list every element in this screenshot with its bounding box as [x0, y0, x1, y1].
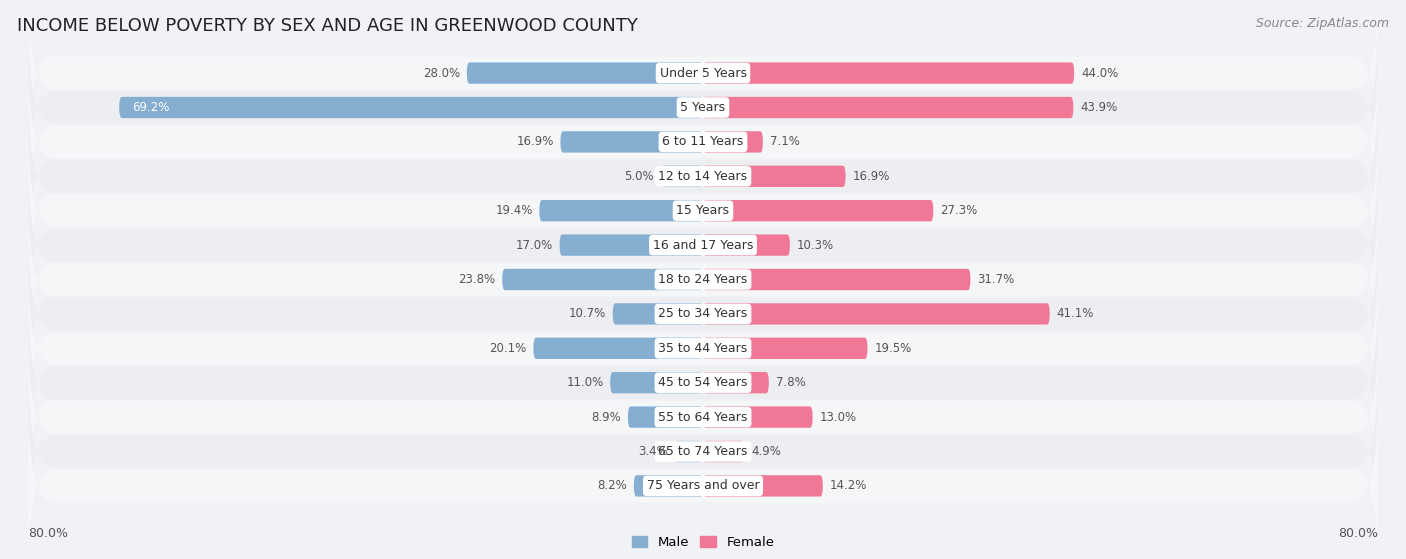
Text: 19.4%: 19.4% — [495, 204, 533, 217]
Text: 3.4%: 3.4% — [638, 445, 668, 458]
Text: Source: ZipAtlas.com: Source: ZipAtlas.com — [1256, 17, 1389, 30]
Text: 65 to 74 Years: 65 to 74 Years — [658, 445, 748, 458]
Text: 4.9%: 4.9% — [751, 445, 780, 458]
FancyBboxPatch shape — [28, 330, 1378, 504]
Text: 25 to 34 Years: 25 to 34 Years — [658, 307, 748, 320]
Text: 7.1%: 7.1% — [769, 135, 800, 148]
Text: 80.0%: 80.0% — [1339, 527, 1378, 540]
FancyBboxPatch shape — [560, 234, 703, 256]
FancyBboxPatch shape — [703, 234, 790, 256]
Text: 11.0%: 11.0% — [567, 376, 603, 389]
Text: 43.9%: 43.9% — [1080, 101, 1118, 114]
FancyBboxPatch shape — [28, 296, 1378, 470]
FancyBboxPatch shape — [502, 269, 703, 290]
Text: 17.0%: 17.0% — [516, 239, 553, 252]
Text: INCOME BELOW POVERTY BY SEX AND AGE IN GREENWOOD COUNTY: INCOME BELOW POVERTY BY SEX AND AGE IN G… — [17, 17, 638, 35]
FancyBboxPatch shape — [28, 0, 1378, 160]
Text: 10.7%: 10.7% — [569, 307, 606, 320]
FancyBboxPatch shape — [28, 399, 1378, 559]
Text: 16.9%: 16.9% — [516, 135, 554, 148]
Text: 18 to 24 Years: 18 to 24 Years — [658, 273, 748, 286]
Text: 69.2%: 69.2% — [132, 101, 169, 114]
FancyBboxPatch shape — [533, 338, 703, 359]
FancyBboxPatch shape — [28, 365, 1378, 538]
FancyBboxPatch shape — [703, 475, 823, 496]
FancyBboxPatch shape — [703, 269, 970, 290]
FancyBboxPatch shape — [28, 158, 1378, 332]
FancyBboxPatch shape — [613, 303, 703, 325]
FancyBboxPatch shape — [561, 131, 703, 153]
FancyBboxPatch shape — [703, 441, 744, 462]
FancyBboxPatch shape — [610, 372, 703, 394]
Text: 5.0%: 5.0% — [624, 170, 654, 183]
FancyBboxPatch shape — [120, 97, 703, 118]
FancyBboxPatch shape — [703, 131, 763, 153]
FancyBboxPatch shape — [628, 406, 703, 428]
Text: 55 to 64 Years: 55 to 64 Years — [658, 411, 748, 424]
FancyBboxPatch shape — [703, 97, 1073, 118]
Text: 12 to 14 Years: 12 to 14 Years — [658, 170, 748, 183]
FancyBboxPatch shape — [28, 21, 1378, 194]
FancyBboxPatch shape — [703, 372, 769, 394]
Text: 6 to 11 Years: 6 to 11 Years — [662, 135, 744, 148]
Text: 31.7%: 31.7% — [977, 273, 1014, 286]
Text: 10.3%: 10.3% — [797, 239, 834, 252]
Text: 45 to 54 Years: 45 to 54 Years — [658, 376, 748, 389]
FancyBboxPatch shape — [28, 227, 1378, 401]
Text: 35 to 44 Years: 35 to 44 Years — [658, 342, 748, 355]
Text: 41.1%: 41.1% — [1056, 307, 1094, 320]
FancyBboxPatch shape — [703, 303, 1050, 325]
FancyBboxPatch shape — [703, 165, 845, 187]
Text: 5 Years: 5 Years — [681, 101, 725, 114]
FancyBboxPatch shape — [467, 63, 703, 84]
FancyBboxPatch shape — [28, 89, 1378, 263]
Text: 15 Years: 15 Years — [676, 204, 730, 217]
Text: 23.8%: 23.8% — [458, 273, 495, 286]
Text: 8.9%: 8.9% — [592, 411, 621, 424]
Text: 13.0%: 13.0% — [820, 411, 856, 424]
FancyBboxPatch shape — [675, 441, 703, 462]
Text: 8.2%: 8.2% — [598, 480, 627, 492]
Text: 75 Years and over: 75 Years and over — [647, 480, 759, 492]
Text: 80.0%: 80.0% — [28, 527, 67, 540]
Text: 44.0%: 44.0% — [1081, 67, 1118, 79]
FancyBboxPatch shape — [28, 262, 1378, 435]
FancyBboxPatch shape — [703, 200, 934, 221]
FancyBboxPatch shape — [703, 406, 813, 428]
FancyBboxPatch shape — [540, 200, 703, 221]
FancyBboxPatch shape — [28, 124, 1378, 297]
Text: 20.1%: 20.1% — [489, 342, 527, 355]
FancyBboxPatch shape — [634, 475, 703, 496]
FancyBboxPatch shape — [661, 165, 703, 187]
Text: 7.8%: 7.8% — [776, 376, 806, 389]
Text: 19.5%: 19.5% — [875, 342, 911, 355]
FancyBboxPatch shape — [703, 63, 1074, 84]
Legend: Male, Female: Male, Female — [626, 531, 780, 555]
FancyBboxPatch shape — [703, 338, 868, 359]
Text: 27.3%: 27.3% — [941, 204, 977, 217]
Text: 16 and 17 Years: 16 and 17 Years — [652, 239, 754, 252]
FancyBboxPatch shape — [28, 193, 1378, 366]
Text: Under 5 Years: Under 5 Years — [659, 67, 747, 79]
Text: 14.2%: 14.2% — [830, 480, 868, 492]
Text: 28.0%: 28.0% — [423, 67, 460, 79]
FancyBboxPatch shape — [28, 55, 1378, 229]
Text: 16.9%: 16.9% — [852, 170, 890, 183]
